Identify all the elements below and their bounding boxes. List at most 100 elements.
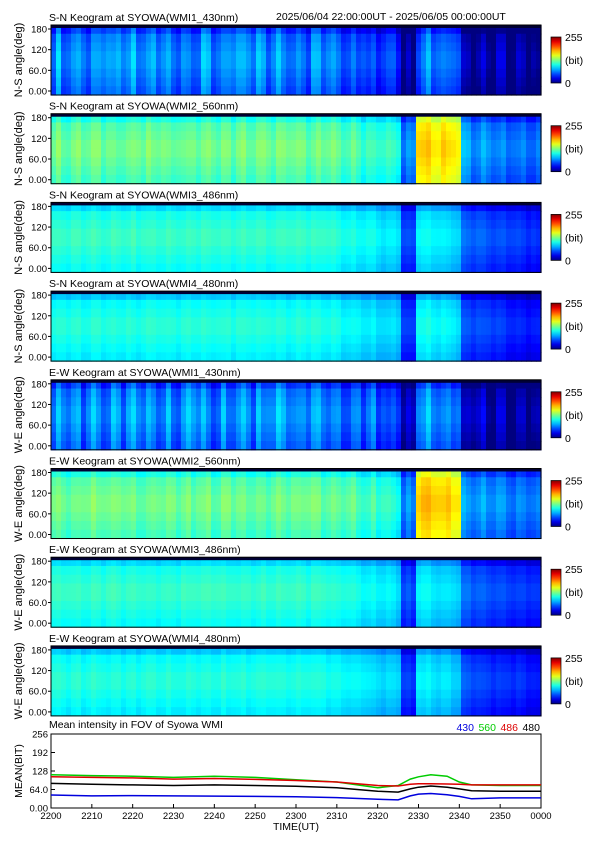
heatmap-cell bbox=[96, 592, 102, 602]
heatmap-cell bbox=[76, 299, 82, 310]
heatmap-cell bbox=[141, 77, 147, 87]
heatmap-cell bbox=[221, 219, 227, 230]
heatmap-cell bbox=[426, 122, 432, 132]
heatmap-cell bbox=[401, 68, 407, 79]
heatmap-cell bbox=[536, 477, 542, 487]
heatmap-cell bbox=[476, 174, 482, 185]
heatmap-cell bbox=[56, 379, 62, 390]
heatmap-cell bbox=[506, 42, 512, 52]
heatmap-cell bbox=[441, 254, 447, 265]
heatmap-cell bbox=[421, 202, 427, 212]
heatmap-cell bbox=[266, 352, 272, 362]
heatmap-cell bbox=[286, 521, 292, 531]
heatmap-cell bbox=[466, 529, 472, 540]
heatmap-cell bbox=[341, 33, 347, 44]
heatmap-cell bbox=[496, 237, 502, 247]
heatmap-cell bbox=[231, 317, 237, 327]
heatmap-cell bbox=[201, 503, 207, 513]
heatmap-cell bbox=[346, 211, 352, 221]
heatmap-cell bbox=[116, 557, 122, 567]
heatmap-cell bbox=[466, 246, 472, 256]
heatmap-cell bbox=[161, 423, 167, 433]
heatmap-cell bbox=[156, 388, 162, 398]
heatmap-cell bbox=[101, 51, 107, 61]
heatmap-cell bbox=[426, 68, 432, 79]
heatmap-cell bbox=[221, 51, 227, 61]
heatmap-cell bbox=[71, 441, 77, 451]
heatmap-cell bbox=[441, 388, 447, 398]
heatmap-cell bbox=[136, 494, 142, 505]
heatmap-cell bbox=[201, 211, 207, 221]
heatmap-cell bbox=[401, 477, 407, 487]
heatmap-cell bbox=[51, 326, 57, 336]
heatmap-cell bbox=[81, 317, 87, 327]
heatmap-cell bbox=[341, 299, 347, 310]
heatmap-cell bbox=[211, 246, 217, 256]
heatmap-cell bbox=[111, 60, 117, 70]
heatmap-cell bbox=[76, 609, 82, 620]
heatmap-cell bbox=[531, 211, 537, 221]
heatmap-cell bbox=[116, 139, 122, 150]
heatmap-cell bbox=[206, 299, 212, 310]
heatmap-cell bbox=[61, 263, 67, 273]
heatmap-cell bbox=[416, 308, 422, 318]
heatmap-cell bbox=[481, 529, 487, 540]
heatmap-cell bbox=[96, 139, 102, 150]
heatmap-cell bbox=[56, 486, 62, 496]
heatmap-cell bbox=[381, 33, 387, 44]
heatmap-cell bbox=[121, 77, 127, 87]
heatmap-cell bbox=[416, 86, 422, 96]
heatmap-cell bbox=[486, 317, 492, 327]
heatmap-cell bbox=[191, 211, 197, 221]
heatmap-cell bbox=[386, 51, 392, 61]
heatmap-cell bbox=[171, 254, 177, 265]
heatmap-cell bbox=[466, 503, 472, 513]
heatmap-cell bbox=[311, 33, 317, 44]
heatmap-cell bbox=[111, 334, 117, 345]
heatmap-cell bbox=[216, 68, 222, 79]
heatmap-cell bbox=[316, 521, 322, 531]
heatmap-cell bbox=[191, 68, 197, 79]
heatmap-cell bbox=[481, 131, 487, 141]
heatmap-cell bbox=[401, 113, 407, 124]
heatmap-cell bbox=[471, 68, 477, 79]
heatmap-cell bbox=[166, 60, 172, 70]
heatmap-cell bbox=[131, 334, 137, 345]
heatmap-cell bbox=[281, 379, 287, 390]
heatmap-cell bbox=[136, 25, 142, 35]
heatmap-cell bbox=[506, 254, 512, 265]
heatmap-cell bbox=[506, 432, 512, 442]
heatmap-cell bbox=[521, 60, 527, 70]
heatmap-cell bbox=[146, 211, 152, 221]
heatmap-cell bbox=[461, 503, 467, 513]
heatmap-cell bbox=[161, 254, 167, 265]
heatmap-cell bbox=[411, 529, 417, 540]
heatmap-cell bbox=[76, 139, 82, 150]
heatmap-cell bbox=[216, 529, 222, 540]
heatmap-cell bbox=[61, 131, 67, 141]
heatmap-cell bbox=[386, 529, 392, 540]
heatmap-cell bbox=[141, 174, 147, 185]
heatmap-cell bbox=[331, 211, 337, 221]
heatmap-cell bbox=[256, 202, 262, 212]
heatmap-cell bbox=[376, 468, 382, 478]
heatmap-cell bbox=[531, 202, 537, 212]
heatmap-cell bbox=[386, 352, 392, 362]
heatmap-cell bbox=[61, 432, 67, 442]
heatmap-cell bbox=[71, 77, 77, 87]
heatmap-cell bbox=[116, 406, 122, 416]
heatmap-cell bbox=[531, 379, 537, 390]
heatmap-cell bbox=[181, 174, 187, 185]
heatmap-cell bbox=[121, 414, 127, 425]
heatmap-cell bbox=[361, 228, 367, 238]
heatmap-cell bbox=[316, 246, 322, 256]
heatmap-cell bbox=[346, 122, 352, 132]
heatmap-cell bbox=[536, 388, 542, 398]
keogram-panel: S-N Keogram at SYOWA(WMI4_480nm)18012060… bbox=[13, 278, 583, 364]
heatmap-cell bbox=[201, 334, 207, 345]
heatmap-cell bbox=[351, 33, 357, 44]
heatmap-cell bbox=[191, 246, 197, 256]
heatmap-cell bbox=[531, 139, 537, 150]
heatmap-cell bbox=[501, 406, 507, 416]
heatmap-cell bbox=[236, 174, 242, 185]
